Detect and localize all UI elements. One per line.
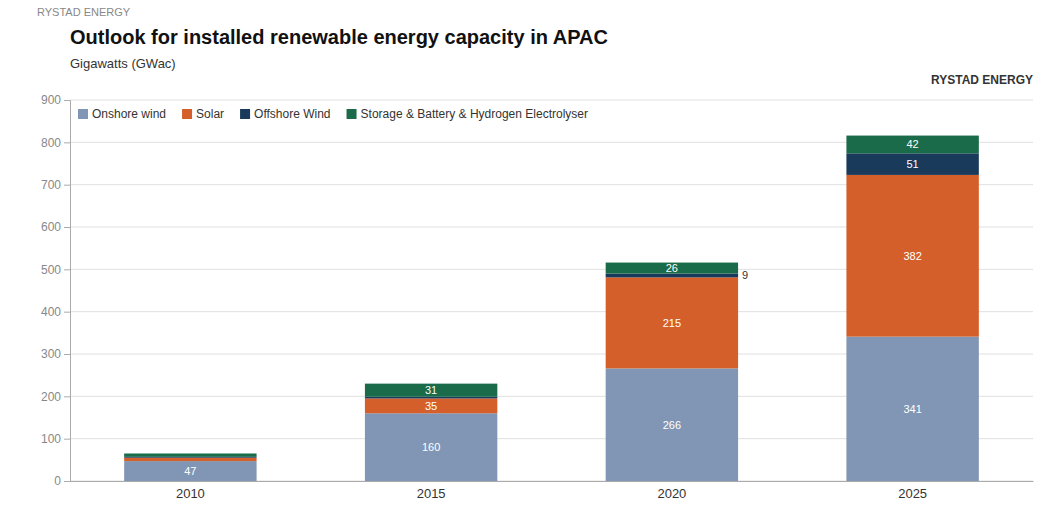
bar: [846, 153, 978, 175]
bar: [365, 384, 497, 397]
bar: [606, 263, 738, 274]
y-tick: 600: [41, 220, 70, 234]
data-labels: 47 160 266 341 35 215 382 9 51 31 26 42: [184, 138, 922, 477]
bars: [124, 136, 979, 481]
y-tick-mark: [64, 439, 70, 440]
data-label: 160: [422, 441, 440, 453]
data-label: 382: [903, 250, 921, 262]
legend: Onshore wind Solar Offshore Wind Storage & …: [78, 107, 588, 121]
source-mark: RYSTAD ENERGY: [931, 73, 1033, 87]
y-tick-mark: [64, 142, 70, 143]
y-tick-mark: [64, 481, 70, 482]
legend-item: Onshore wind: [78, 107, 166, 121]
legend-item: Offshore Wind: [240, 107, 330, 121]
data-label: 341: [903, 403, 921, 415]
data-label: 51: [907, 158, 919, 170]
y-tick-mark: [64, 354, 70, 355]
y-tick: 400: [41, 305, 70, 319]
plot: 0 100 200 300 400 500 600 700 800 900 2010 2015 2020…: [41, 93, 1034, 501]
x-axis-line: [71, 481, 1034, 482]
y-tick-label: 500: [41, 263, 61, 277]
y-tick-label: 100: [41, 432, 61, 446]
legend-label: Onshore wind: [92, 107, 166, 121]
legend-label: Storage & Battery & Hydrogen Electrolyse…: [361, 107, 588, 121]
y-tick: 300: [41, 347, 70, 361]
legend-label: Solar: [196, 107, 224, 121]
title: Outlook for installed renewable energy c…: [70, 26, 608, 48]
data-label: 42: [907, 138, 919, 150]
data-label: 266: [663, 419, 681, 431]
legend-item: Storage & Battery & Hydrogen Electrolyse…: [347, 107, 588, 121]
y-tick: 700: [41, 178, 70, 192]
data-label: 47: [184, 465, 196, 477]
bar: [365, 397, 497, 399]
header: RYSTAD ENERGY: [37, 6, 131, 18]
subtitle: Gigawatts (GWac): [70, 56, 176, 71]
y-tick: 900: [41, 93, 70, 107]
y-tick: 0: [54, 474, 70, 488]
bar: [124, 461, 256, 481]
bar: [606, 368, 738, 481]
legend-swatch: [182, 109, 192, 119]
x-tick-label: 2020: [657, 486, 686, 501]
bar: [124, 458, 256, 461]
data-label: 215: [663, 317, 681, 329]
legend-item: Solar: [182, 107, 224, 121]
x-tick: 2020: [657, 481, 686, 501]
y-tick-mark: [64, 396, 70, 397]
bar: [606, 277, 738, 368]
data-label: 31: [425, 384, 437, 396]
x-tick: 2015: [417, 481, 446, 501]
x-tick: 2025: [898, 481, 927, 501]
legend-swatch: [78, 109, 88, 119]
bar: [846, 337, 978, 481]
y-tick-label: 400: [41, 305, 61, 319]
y-tick: 200: [41, 390, 70, 404]
data-label: 9: [742, 269, 748, 281]
y-tick-label: 600: [41, 220, 61, 234]
x-tick-label: 2010: [176, 486, 205, 501]
legend-swatch: [240, 109, 250, 119]
y-tick: 100: [41, 432, 70, 446]
data-label: 26: [666, 262, 678, 274]
y-tick-mark: [64, 185, 70, 186]
legend-swatch: [347, 109, 357, 119]
bar: [846, 136, 978, 154]
y-tick-mark: [64, 100, 70, 101]
x-axis: 2010 2015 2020 2025: [71, 481, 1034, 501]
y-tick: 800: [41, 136, 70, 150]
x-tick-label: 2025: [898, 486, 927, 501]
grid: [70, 100, 1033, 481]
y-tick-label: 900: [41, 93, 61, 107]
bar: [365, 413, 497, 481]
x-tick-label: 2015: [417, 486, 446, 501]
data-label: 35: [425, 400, 437, 412]
bar: [365, 398, 497, 413]
y-axis: 0 100 200 300 400 500 600 700 800 900: [41, 93, 71, 488]
y-tick-label: 800: [41, 136, 61, 150]
y-tick-label: 200: [41, 390, 61, 404]
y-axis-line: [64, 101, 71, 482]
y-tick-label: 300: [41, 347, 61, 361]
y-tick-mark: [64, 227, 70, 228]
x-tick: 2010: [176, 481, 205, 501]
y-tick-label: 700: [41, 178, 61, 192]
y-tick: 500: [41, 263, 70, 277]
chart: RYSTAD ENERGY Outlook for installed renew…: [0, 0, 1059, 515]
y-tick-label: 0: [54, 474, 61, 488]
grid-line: [70, 100, 1033, 101]
y-tick-mark: [64, 312, 70, 313]
bar: [846, 175, 978, 337]
bar: [606, 274, 738, 278]
legend-label: Offshore Wind: [254, 107, 330, 121]
bar: [124, 453, 256, 456]
y-tick-mark: [64, 269, 70, 270]
